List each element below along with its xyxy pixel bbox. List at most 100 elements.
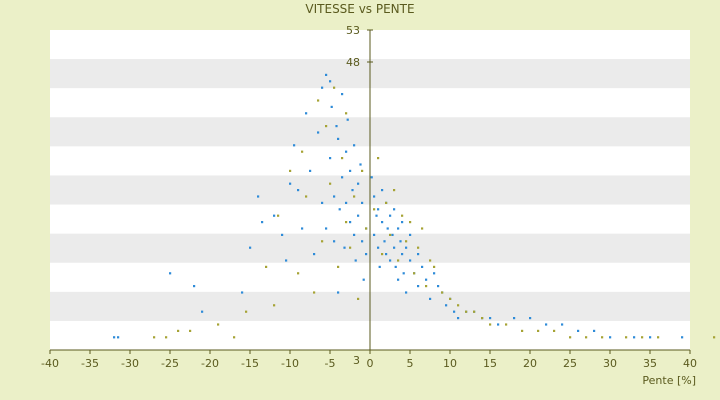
data-point	[301, 150, 304, 153]
data-point	[537, 329, 540, 332]
data-point	[165, 336, 168, 339]
data-point	[585, 336, 588, 339]
data-point	[313, 291, 316, 294]
data-point	[393, 189, 396, 192]
data-point	[273, 304, 276, 307]
data-point	[353, 195, 356, 198]
data-point	[386, 227, 389, 230]
data-point	[329, 157, 332, 160]
x-tick-label: 0	[367, 357, 374, 370]
data-point	[330, 105, 333, 108]
data-point	[337, 291, 340, 294]
data-point	[169, 272, 172, 275]
data-point	[301, 227, 304, 230]
data-point	[297, 189, 300, 192]
data-point	[361, 201, 364, 204]
data-point	[481, 317, 484, 320]
data-point	[177, 329, 180, 332]
data-point	[445, 304, 448, 307]
data-point	[317, 131, 320, 134]
data-point	[553, 329, 556, 332]
data-point	[657, 336, 660, 339]
data-point	[609, 336, 612, 339]
x-tick-label: -15	[241, 357, 259, 370]
data-point	[265, 265, 268, 268]
data-point	[257, 195, 260, 198]
data-point	[337, 137, 340, 140]
data-point	[385, 201, 388, 204]
data-point	[193, 285, 196, 288]
data-point	[329, 182, 332, 185]
data-point	[391, 233, 394, 236]
data-point	[345, 150, 348, 153]
y-tick-label: 53	[346, 24, 360, 37]
data-point	[397, 259, 400, 262]
data-point	[345, 221, 348, 224]
data-point	[281, 233, 284, 236]
x-tick-label: 30	[603, 357, 617, 370]
data-point	[545, 323, 548, 326]
data-point	[346, 118, 349, 121]
data-point	[341, 157, 344, 160]
data-point	[309, 169, 312, 172]
data-point	[153, 336, 156, 339]
data-point	[429, 259, 432, 262]
data-point	[117, 336, 120, 339]
data-point	[365, 253, 368, 256]
data-point	[713, 336, 716, 339]
data-point	[405, 291, 408, 294]
data-point	[359, 163, 362, 166]
data-point	[441, 291, 444, 294]
data-point	[325, 227, 328, 230]
data-point	[273, 214, 276, 217]
data-point	[489, 323, 492, 326]
data-point	[409, 259, 412, 262]
data-point	[409, 221, 412, 224]
data-point	[345, 201, 348, 204]
data-point	[513, 317, 516, 320]
data-point	[289, 182, 292, 185]
data-point	[362, 278, 365, 281]
data-point	[201, 310, 204, 313]
y-tick-label: 3	[353, 354, 360, 367]
data-point	[378, 265, 381, 268]
data-point	[361, 169, 364, 172]
data-point	[497, 323, 500, 326]
data-point	[401, 221, 404, 224]
data-point	[425, 278, 428, 281]
data-point	[305, 112, 308, 115]
data-point	[343, 246, 346, 249]
data-point	[375, 214, 378, 217]
data-point	[349, 169, 352, 172]
data-point	[421, 227, 424, 230]
data-point	[321, 240, 324, 243]
data-point	[217, 323, 220, 326]
data-point	[649, 336, 652, 339]
data-point	[261, 221, 264, 224]
data-point	[357, 182, 360, 185]
data-point	[373, 208, 376, 211]
data-point	[335, 125, 338, 128]
data-point	[293, 144, 296, 147]
data-point	[277, 214, 280, 217]
data-point	[377, 246, 380, 249]
x-tick-label: -5	[325, 357, 336, 370]
data-point	[453, 310, 456, 313]
data-point	[241, 291, 244, 294]
data-point	[349, 246, 352, 249]
data-point	[529, 317, 532, 320]
data-point	[373, 233, 376, 236]
data-point	[489, 317, 492, 320]
data-point	[377, 208, 380, 211]
data-point	[473, 310, 476, 313]
data-point	[357, 297, 360, 300]
data-point	[389, 259, 392, 262]
data-point	[399, 240, 402, 243]
data-point	[449, 297, 452, 300]
data-point	[297, 272, 300, 275]
x-tick-label: 10	[443, 357, 457, 370]
data-point	[401, 253, 404, 256]
data-point	[381, 189, 384, 192]
y-tick-label: 48	[346, 56, 360, 69]
